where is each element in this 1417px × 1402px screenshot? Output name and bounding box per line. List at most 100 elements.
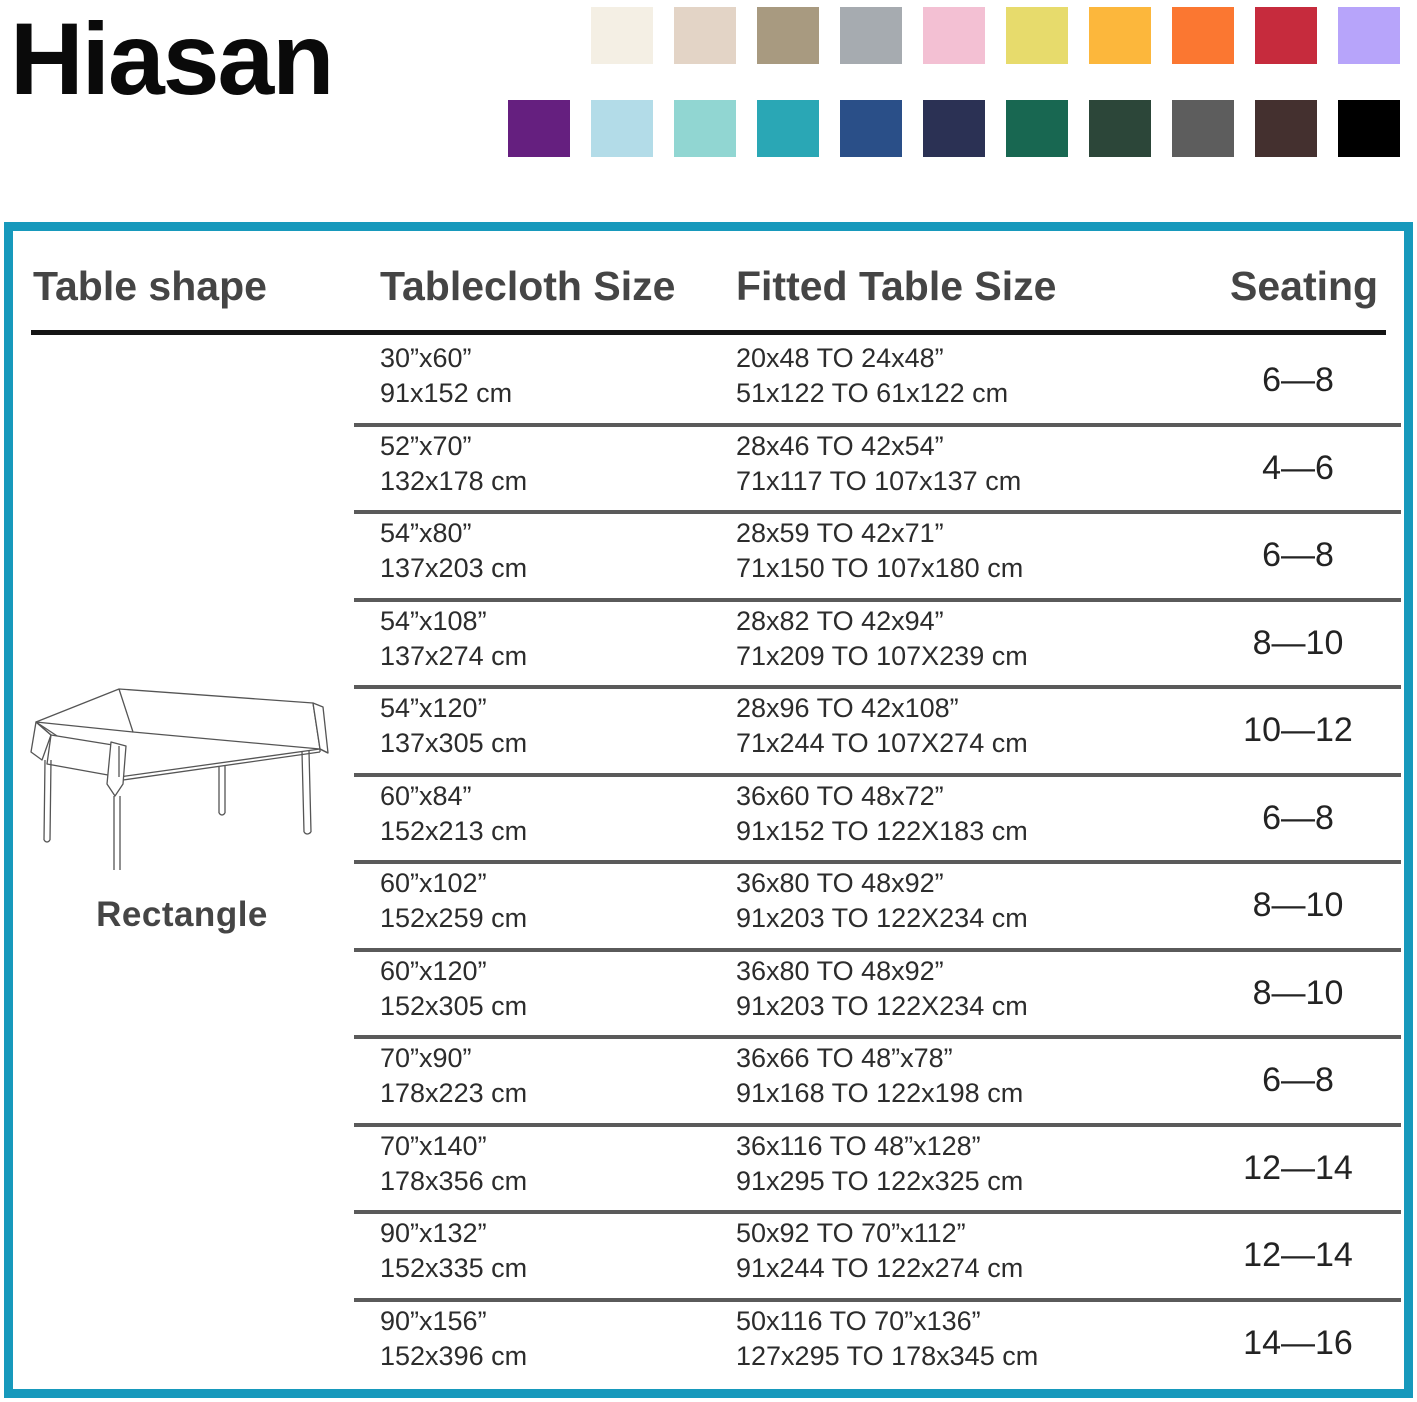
color-swatch-taupe[interactable] — [757, 7, 819, 64]
cell-seating: 8—10 — [1252, 886, 1344, 924]
color-swatch-row-2 — [508, 100, 1408, 157]
color-swatch-teal[interactable] — [757, 100, 819, 157]
tablecloth-size-inches: 54”x108” — [380, 605, 487, 636]
row-divider — [354, 1035, 1401, 1039]
color-swatch-lavender[interactable] — [1338, 7, 1400, 64]
table-row: 90”x156” 152x396 cm 50x116 TO 70”x136” 127x… — [13, 1297, 1404, 1386]
tablecloth-size-cm: 152x259 cm — [380, 903, 528, 934]
color-swatch-orange[interactable] — [1172, 7, 1234, 64]
fitted-size-cm: 71x209 TO 107X239 cm — [736, 640, 1028, 671]
fitted-size-inches: 36x60 TO 48x72” — [736, 780, 944, 811]
cell-tablecloth-size: 30”x60” 91x152 cm — [380, 341, 512, 411]
color-swatch-ivory[interactable] — [591, 7, 653, 64]
header-divider — [31, 330, 1386, 335]
tablecloth-size-inches: 60”x84” — [380, 780, 472, 811]
fitted-size-cm: 71x244 TO 107X274 cm — [736, 728, 1028, 759]
cell-tablecloth-size: 70”x140” 178x356 cm — [380, 1129, 527, 1199]
table-row: 54”x108” 137x274 cm 28x82 TO 42x94” 71x209 … — [13, 597, 1404, 686]
cell-tablecloth-size: 90”x156” 152x396 cm — [380, 1304, 527, 1374]
table-row: 60”x120” 152x305 cm 36x80 TO 48x92” 91x203 … — [13, 947, 1404, 1036]
fitted-size-inches: 36x66 TO 48”x78” — [736, 1043, 953, 1073]
fitted-size-inches: 28x82 TO 42x94” — [736, 605, 944, 636]
row-divider — [354, 685, 1401, 689]
color-swatch-dark-brown[interactable] — [1255, 100, 1317, 157]
fitted-size-cm: 91x203 TO 122X234 cm — [736, 903, 1028, 934]
color-swatch-grey[interactable] — [840, 7, 902, 64]
size-table-body: 30”x60” 91x152 cm 20x48 TO 24x48” 51x122 TO… — [13, 335, 1404, 1385]
tablecloth-size-cm: 137x305 cm — [380, 728, 528, 759]
color-swatch-yellow[interactable] — [1006, 7, 1068, 64]
tablecloth-size-cm: 178x356 cm — [380, 1165, 528, 1196]
color-swatch-charcoal-grey[interactable] — [1172, 100, 1234, 157]
cell-seating: 12—14 — [1243, 1236, 1353, 1274]
color-swatch-light-blue[interactable] — [591, 100, 653, 157]
tablecloth-size-cm: 91x152 cm — [380, 378, 513, 409]
tablecloth-size-cm: 152x213 cm — [380, 815, 528, 846]
fitted-size-inches: 36x116 TO 48”x128” — [736, 1130, 981, 1161]
tablecloth-size-inches: 70”x140” — [380, 1130, 487, 1161]
fitted-size-inches: 50x116 TO 70”x136” — [736, 1305, 981, 1336]
tablecloth-size-inches: 30”x60” — [380, 343, 472, 373]
fitted-size-cm: 91x168 TO 122x198 cm — [736, 1078, 1024, 1109]
color-swatch-dark-green[interactable] — [1089, 100, 1151, 157]
tablecloth-size-cm: 137x274 cm — [380, 640, 528, 671]
cell-fitted-table-size: 28x46 TO 42x54” 71x117 TO 107x137 cm — [736, 429, 1021, 499]
cell-tablecloth-size: 54”x108” 137x274 cm — [380, 604, 527, 674]
row-divider — [354, 510, 1401, 514]
brand-banner: Hiasan — [0, 0, 1417, 200]
row-divider — [354, 1210, 1401, 1214]
color-swatch-navy[interactable] — [923, 100, 985, 157]
table-shape-label: Rectangle — [96, 895, 268, 934]
column-header-tablecloth-size: Tablecloth Size — [380, 263, 676, 309]
fitted-size-cm: 71x150 TO 107x180 cm — [736, 553, 1024, 584]
color-swatch-denim-blue[interactable] — [840, 100, 902, 157]
fitted-size-cm: 91x152 TO 122X183 cm — [736, 815, 1028, 846]
table-row: 90”x132” 152x335 cm 50x92 TO 70”x112” 91x24… — [13, 1210, 1404, 1298]
fitted-size-inches: 20x48 TO 24x48” — [736, 343, 944, 373]
color-swatch-grid — [508, 7, 1408, 193]
cell-seating: 8—10 — [1252, 973, 1344, 1012]
rectangle-table-with-tablecloth-illustration — [23, 680, 343, 870]
cell-tablecloth-size: 60”x120” 152x305 cm — [380, 954, 527, 1024]
cell-fitted-table-size: 36x66 TO 48”x78” 91x168 TO 122x198 cm — [736, 1041, 1023, 1111]
table-row: 52”x70” 132x178 cm 28x46 TO 42x54” 71x117 T… — [13, 422, 1404, 511]
cell-fitted-table-size: 36x80 TO 48x92” 91x203 TO 122X234 cm — [736, 866, 1028, 936]
tablecloth-size-cm: 152x335 cm — [380, 1253, 528, 1284]
cell-fitted-table-size: 50x92 TO 70”x112” 91x244 TO 122x274 cm — [736, 1216, 1023, 1286]
column-header-seating: Seating — [1230, 263, 1379, 309]
color-swatch-aqua[interactable] — [674, 100, 736, 157]
column-header-table-shape: Table shape — [33, 263, 267, 309]
tablecloth-size-cm: 152x396 cm — [380, 1340, 528, 1371]
tablecloth-size-cm: 137x203 cm — [380, 553, 528, 584]
fitted-size-inches: 36x80 TO 48x92” — [736, 868, 944, 898]
fitted-size-inches: 50x92 TO 70”x112” — [736, 1218, 966, 1248]
color-swatch-white[interactable] — [508, 7, 570, 64]
cell-fitted-table-size: 28x59 TO 42x71” 71x150 TO 107x180 cm — [736, 516, 1023, 586]
table-row: 54”x120” 137x305 cm 28x96 TO 42x108” 71x244… — [13, 685, 1404, 773]
cell-fitted-table-size: 36x80 TO 48x92” 91x203 TO 122X234 cm — [736, 954, 1028, 1024]
row-divider — [354, 860, 1401, 864]
fitted-size-inches: 28x46 TO 42x54” — [736, 430, 944, 461]
color-swatch-gold[interactable] — [1089, 7, 1151, 64]
color-swatch-black[interactable] — [1338, 100, 1400, 157]
color-swatch-beige[interactable] — [674, 7, 736, 64]
fitted-size-cm: 91x244 TO 122x274 cm — [736, 1253, 1024, 1284]
color-swatch-pink[interactable] — [923, 7, 985, 64]
tablecloth-size-inches: 54”x120” — [380, 693, 487, 723]
cell-seating: 6—8 — [1262, 798, 1334, 837]
cell-tablecloth-size: 60”x102” 152x259 cm — [380, 866, 527, 936]
fitted-size-cm: 51x122 TO 61x122 cm — [736, 378, 1009, 409]
cell-fitted-table-size: 28x82 TO 42x94” 71x209 TO 107X239 cm — [736, 604, 1028, 674]
color-swatch-purple[interactable] — [508, 100, 570, 157]
table-row: 70”x140” 178x356 cm 36x116 TO 48”x128” 91x2… — [13, 1122, 1404, 1211]
table-row: 60”x102” 152x259 cm 36x80 TO 48x92” 91x203 … — [13, 860, 1404, 948]
fitted-size-cm: 71x117 TO 107x137 cm — [736, 465, 1022, 496]
cell-fitted-table-size: 50x116 TO 70”x136” 127x295 TO 178x345 cm — [736, 1304, 1038, 1374]
cell-tablecloth-size: 54”x80” 137x203 cm — [380, 516, 527, 586]
cell-seating: 14—16 — [1243, 1323, 1353, 1362]
color-swatch-emerald[interactable] — [1006, 100, 1068, 157]
cell-fitted-table-size: 20x48 TO 24x48” 51x122 TO 61x122 cm — [736, 341, 1008, 411]
cell-seating: 6—8 — [1262, 536, 1334, 574]
color-swatch-red[interactable] — [1255, 7, 1317, 64]
